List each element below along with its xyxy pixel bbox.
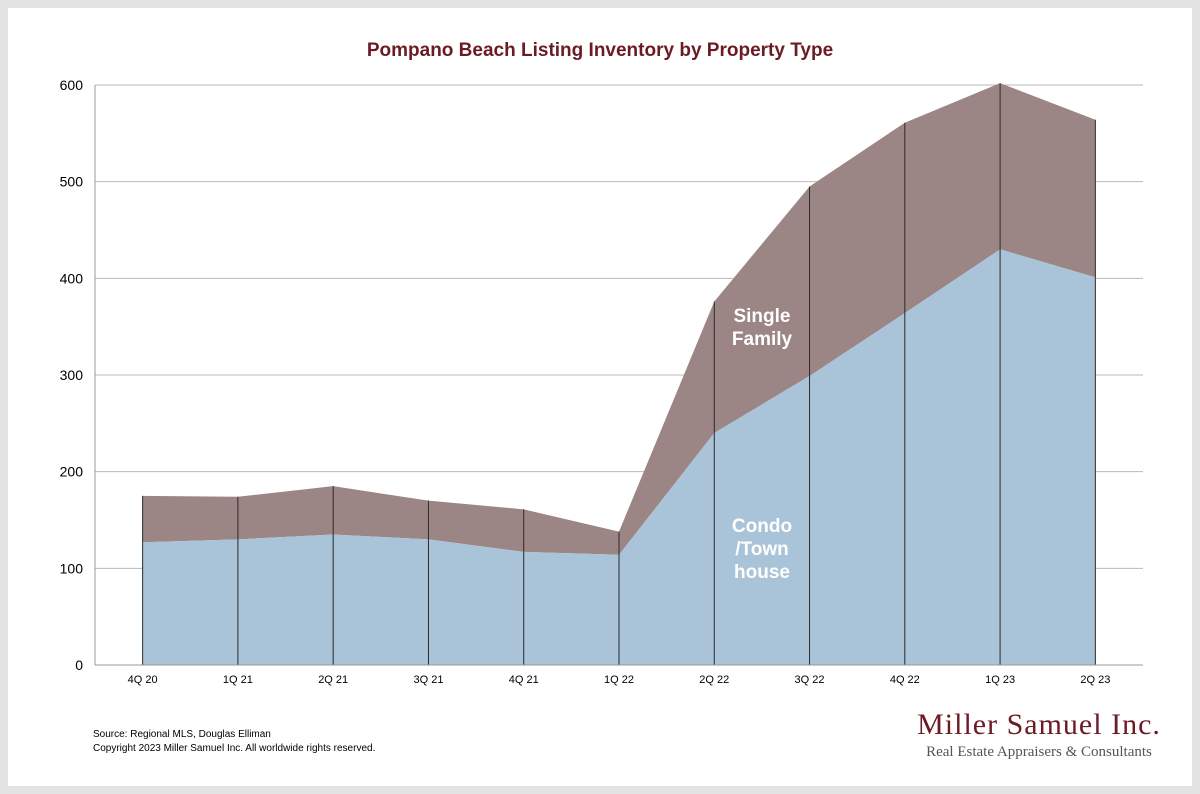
y-tick-label: 300 bbox=[60, 367, 84, 383]
x-tick-label: 4Q 20 bbox=[128, 674, 158, 686]
series-label-single-family: Family bbox=[732, 329, 793, 350]
x-tick-label: 3Q 22 bbox=[795, 674, 825, 686]
x-tick-label: 2Q 22 bbox=[699, 674, 729, 686]
y-tick-label: 200 bbox=[60, 464, 84, 480]
y-tick-label: 500 bbox=[60, 174, 84, 190]
y-tick-label: 0 bbox=[75, 657, 83, 673]
chart-card: Pompano Beach Listing Inventory by Prope… bbox=[8, 8, 1192, 786]
x-tick-label: 3Q 21 bbox=[413, 674, 443, 686]
series-label-single-family: Single bbox=[733, 306, 790, 327]
x-tick-label: 4Q 21 bbox=[509, 674, 539, 686]
x-tick-label: 1Q 23 bbox=[985, 674, 1015, 686]
y-tick-label: 600 bbox=[60, 77, 84, 93]
x-tick-label: 1Q 22 bbox=[604, 674, 634, 686]
company-logo: Miller Samuel Inc. Real Estate Appraiser… bbox=[908, 708, 1170, 761]
y-tick-label: 400 bbox=[60, 270, 84, 286]
logo-tagline: Real Estate Appraisers & Consultants bbox=[926, 744, 1152, 760]
series-label-condo-townhouse: Condo bbox=[732, 516, 792, 537]
y-tick-label: 100 bbox=[60, 560, 84, 576]
logo-name: Miller Samuel Inc. bbox=[917, 708, 1161, 741]
source-note: Source: Regional MLS, Douglas Elliman Co… bbox=[93, 728, 375, 756]
area-series-single-family bbox=[142, 83, 1096, 555]
x-tick-label: 2Q 23 bbox=[1080, 674, 1110, 686]
x-tick-label: 1Q 21 bbox=[223, 674, 253, 686]
series-label-condo-townhouse: house bbox=[734, 562, 790, 583]
chart-title: Pompano Beach Listing Inventory by Prope… bbox=[366, 40, 834, 61]
copyright-text: Copyright 2023 Miller Samuel Inc. All wo… bbox=[93, 743, 376, 754]
area-series-condo-townhouse bbox=[142, 249, 1096, 666]
source-text: Source: Regional MLS, Douglas Elliman bbox=[93, 729, 271, 740]
x-tick-label: 2Q 21 bbox=[318, 674, 348, 686]
x-tick-label: 4Q 22 bbox=[890, 674, 920, 686]
series-label-condo-townhouse: /Town bbox=[735, 539, 788, 560]
area-chart: 0 100 200 300 400 500 600 4Q 20 1Q 21 2Q 21 3Q 21 4… bbox=[60, 77, 1143, 686]
